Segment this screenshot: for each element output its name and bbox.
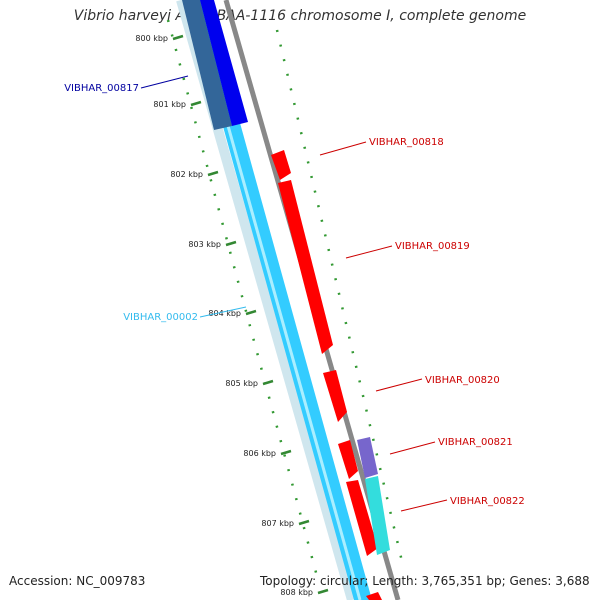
gene-label[interactable]: VIBHAR_00819 (395, 241, 470, 252)
gene-leader-line (345, 245, 393, 259)
cds-vibhar-00823 (366, 592, 382, 600)
summary-text: Topology: circular; Length: 3,765,351 bp… (260, 574, 590, 588)
tick-label: 808 kbp (280, 588, 313, 597)
gene-leader-line (140, 75, 189, 89)
cds-vibhar-00819 (278, 180, 333, 354)
tick-mark (298, 519, 310, 526)
gene-label[interactable]: VIBHAR_00002 (123, 312, 198, 323)
tick-mark (225, 240, 237, 247)
tick-label: 806 kbp (243, 449, 276, 458)
tick-label: 807 kbp (261, 519, 294, 528)
gene-leader-line (389, 441, 436, 455)
gene-label[interactable]: VIBHAR_00817 (64, 83, 139, 94)
tick-mark (172, 34, 184, 41)
tick-mark (245, 309, 257, 316)
tick-mark (207, 170, 219, 177)
tick-mark (190, 100, 202, 107)
feature-vibhar-00817-steel (182, 0, 232, 130)
tick-label: 802 kbp (170, 170, 203, 179)
gene-leader-line (199, 306, 247, 318)
accession-text: Accession: NC_009783 (9, 574, 146, 588)
gene-label[interactable]: VIBHAR_00818 (369, 137, 444, 148)
tick-label: 805 kbp (225, 379, 258, 388)
tick-mark (280, 449, 292, 456)
gene-leader-line (319, 141, 367, 156)
gene-leader-line (400, 499, 448, 512)
gene-leader-line (375, 378, 423, 392)
gene-label[interactable]: VIBHAR_00822 (450, 496, 525, 507)
cds-vibhar-00820 (323, 370, 347, 422)
tick-mark (317, 588, 329, 595)
feature-cyan (365, 476, 390, 555)
tick-label: 801 kbp (153, 100, 186, 109)
tick-mark (262, 379, 274, 386)
cds-vibhar-00821 (338, 440, 358, 479)
tick-label: 800 kbp (135, 34, 168, 43)
gene-label[interactable]: VIBHAR_00820 (425, 375, 500, 386)
feature-vibhar-00817-blue (200, 0, 248, 126)
tick-label: 804 kbp (208, 309, 241, 318)
cds-vibhar-00818 (271, 150, 291, 180)
feature-purple (357, 437, 378, 478)
gene-label[interactable]: VIBHAR_00821 (438, 437, 513, 448)
cds-vibhar-00822 (346, 480, 378, 556)
tick-label: 803 kbp (188, 240, 221, 249)
